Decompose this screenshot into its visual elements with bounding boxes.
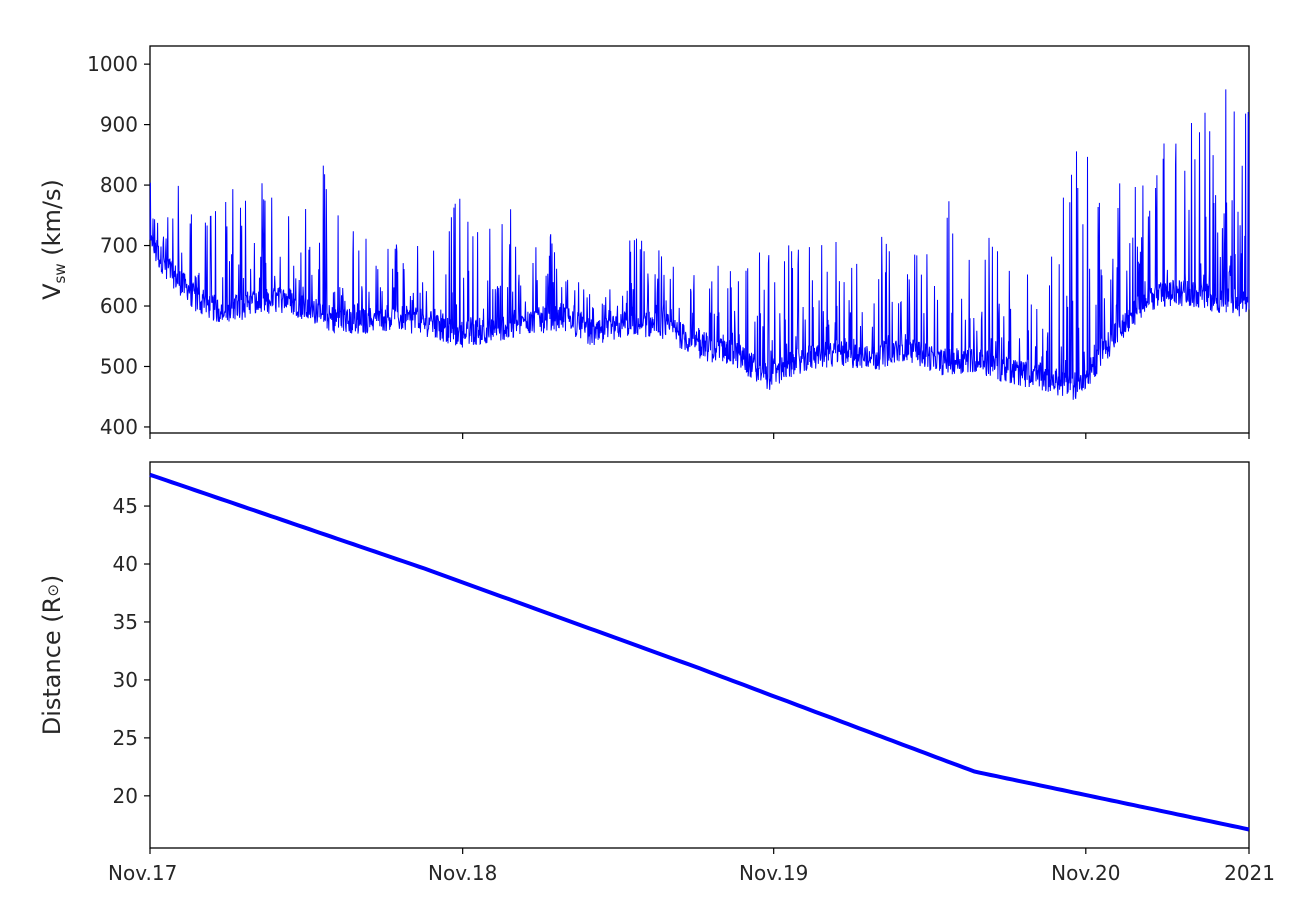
distance-y-ticks: 20 25 30 35 40 45 [113, 494, 150, 808]
speed-series-line [149, 89, 1250, 400]
speed-y-label-sub: sw [51, 263, 69, 283]
speed-panel: 400 500 600 700 800 900 1000 Vsw (km/s) [38, 45, 1250, 439]
distance-y-tick-label: 40 [113, 552, 138, 576]
distance-y-tick-label: 35 [113, 610, 138, 634]
speed-y-tick-label: 700 [100, 234, 138, 258]
distance-x-tick-label: Nov.19 [739, 861, 808, 885]
distance-x-tick-label: Nov.18 [428, 861, 497, 885]
distance-x-tick-label: 2021 [1224, 861, 1275, 885]
speed-y-tick-label: 900 [100, 113, 138, 137]
distance-y-axis-label: Distance (R⊙) [38, 575, 66, 736]
distance-y-tick-label: 45 [113, 494, 138, 518]
distance-y-label-sub: ⊙ [44, 584, 62, 597]
speed-y-tick-label: 600 [100, 294, 138, 318]
distance-panel: 20 25 30 35 40 45 Nov.17 Nov.18 Nov.19 Nov.20 202… [38, 461, 1275, 885]
distance-x-tick-label: Nov.17 [108, 861, 177, 885]
speed-x-ticks [149, 433, 1250, 439]
distance-y-tick-label: 30 [113, 668, 138, 692]
distance-x-ticks: Nov.17 Nov.18 Nov.19 Nov.20 2021 [108, 848, 1275, 885]
speed-y-tick-label: 1000 [87, 52, 138, 76]
distance-y-tick-label: 20 [113, 784, 138, 808]
speed-y-label-main: V [38, 283, 66, 300]
distance-y-tick-label: 25 [113, 726, 138, 750]
distance-y-label-main: Distance (R [38, 597, 66, 736]
speed-y-tick-label: 400 [100, 415, 138, 439]
speed-y-axis-label: Vsw (km/s) [38, 179, 69, 300]
speed-y-tick-label: 800 [100, 173, 138, 197]
distance-axes-frame [149, 461, 1250, 849]
distance-x-tick-label: Nov.20 [1051, 861, 1120, 885]
distance-y-label-rest: ) [38, 575, 66, 584]
speed-y-label-rest: (km/s) [38, 179, 66, 263]
distance-series-line [149, 472, 1250, 832]
speed-y-ticks: 400 500 600 700 800 900 1000 [87, 52, 150, 439]
speed-y-tick-label: 500 [100, 354, 138, 378]
